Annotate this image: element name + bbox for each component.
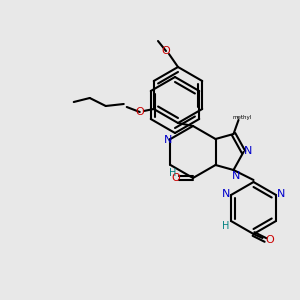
- Text: O: O: [265, 235, 274, 245]
- Text: H: H: [169, 168, 176, 178]
- Text: N: N: [277, 189, 285, 199]
- Text: O: O: [135, 107, 144, 117]
- Text: N: N: [164, 135, 173, 145]
- Text: O: O: [172, 173, 180, 183]
- Text: N: N: [232, 171, 241, 181]
- Text: N: N: [244, 146, 253, 156]
- Text: H: H: [222, 221, 230, 231]
- Text: methyl: methyl: [233, 116, 252, 121]
- Text: O: O: [162, 46, 170, 56]
- Text: N: N: [222, 189, 230, 199]
